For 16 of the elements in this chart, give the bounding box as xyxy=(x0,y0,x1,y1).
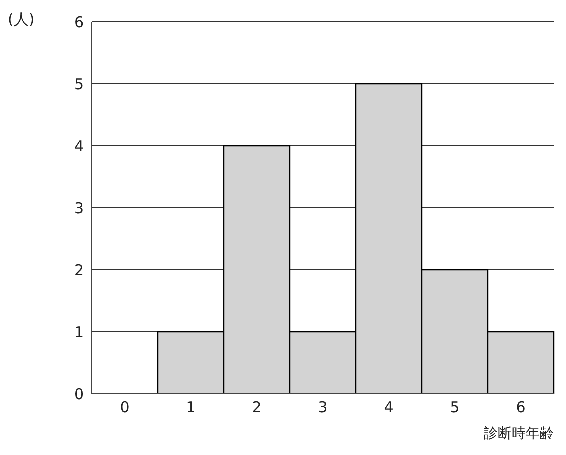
y-tick-label: 5 xyxy=(74,75,84,94)
x-tick-label: 1 xyxy=(186,398,196,417)
x-tick-label: 5 xyxy=(450,398,460,417)
x-tick-label: 0 xyxy=(120,398,130,417)
y-tick-label: 6 xyxy=(74,13,84,32)
y-tick-label: 0 xyxy=(74,385,84,404)
x-tick-label: 4 xyxy=(384,398,394,417)
y-tick-label: 4 xyxy=(74,137,84,156)
x-tick-label: 6 xyxy=(516,398,526,417)
x-tick-label: 3 xyxy=(318,398,328,417)
y-tick-label: 2 xyxy=(74,261,84,280)
x-tick-label: 2 xyxy=(252,398,262,417)
x-axis-title: 診断時年齢 xyxy=(484,426,554,442)
y-tick-label: 3 xyxy=(74,199,84,218)
y-axis-title: (人) xyxy=(8,10,35,29)
y-tick-label: 1 xyxy=(74,323,84,342)
